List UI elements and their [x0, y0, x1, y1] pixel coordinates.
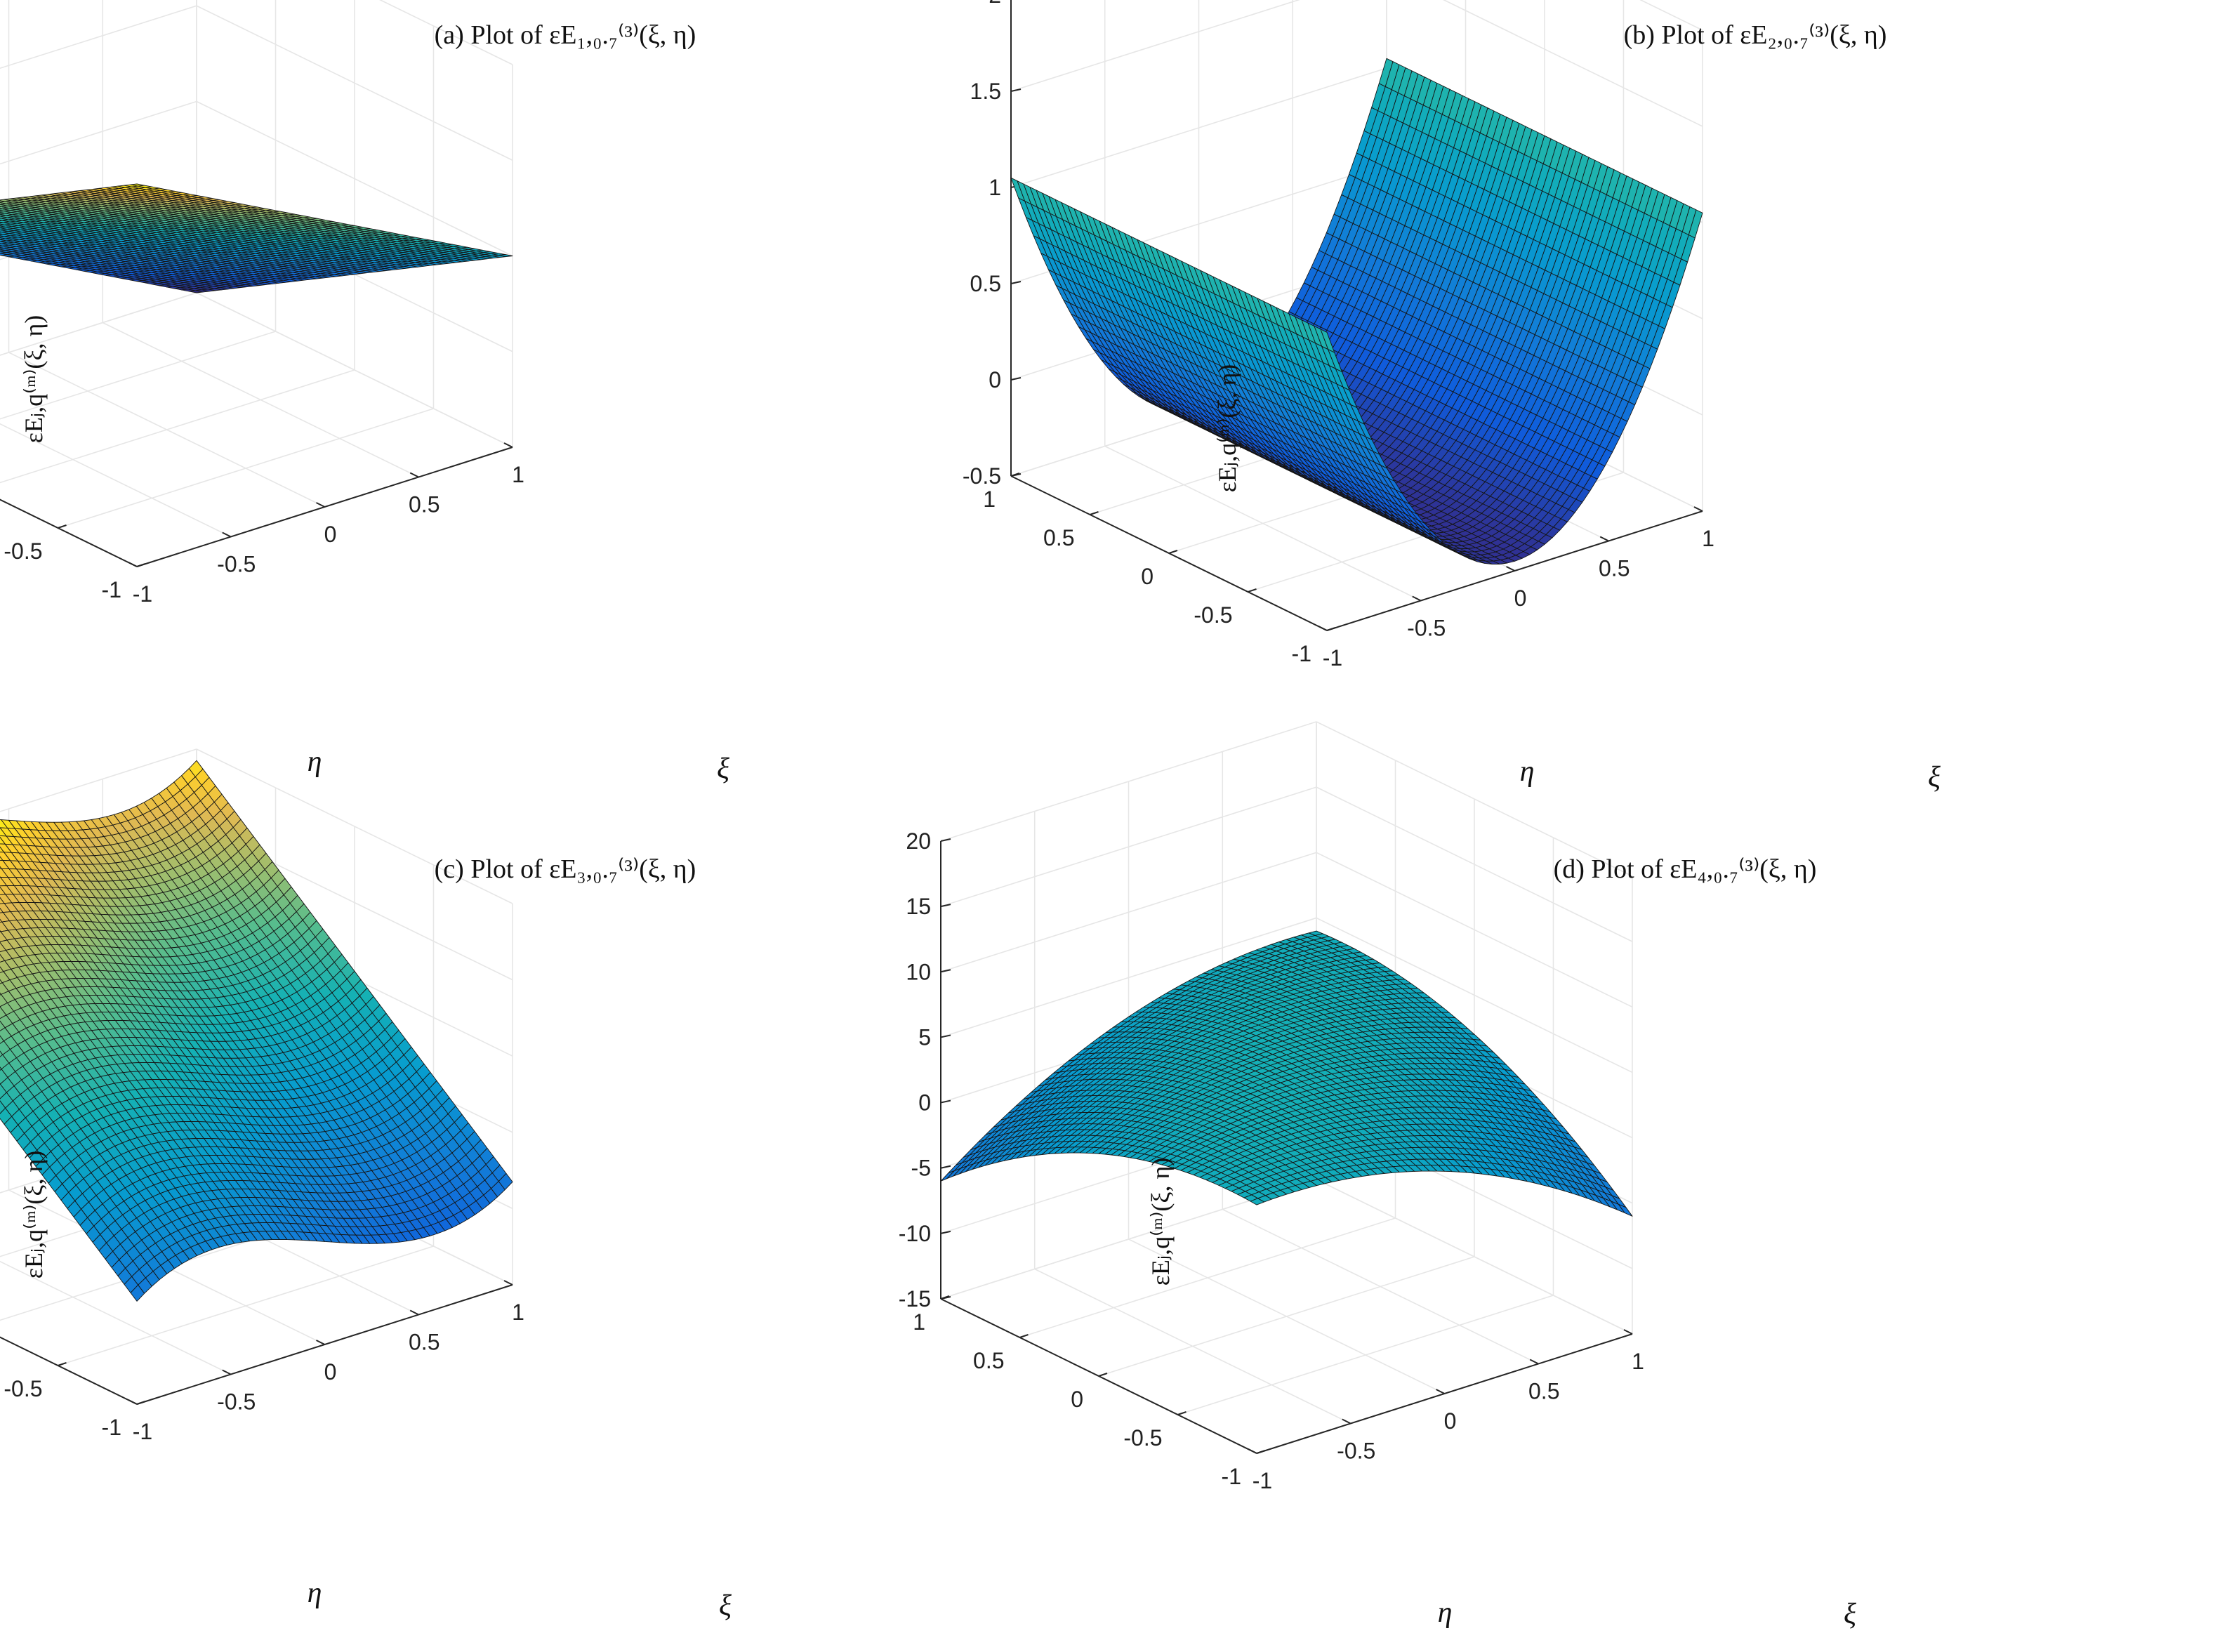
y-tick-label: -1 — [102, 577, 121, 602]
z-tick-label: 2 — [989, 0, 1001, 8]
x-axis-label: ξ — [717, 753, 729, 785]
x-tick-label: -0.5 — [217, 552, 256, 577]
y-tick-label: -0.5 — [1194, 602, 1232, 628]
x-tick-label: 0 — [1514, 586, 1527, 611]
x-tick-label: 0.5 — [409, 492, 439, 517]
y-tick-label: -1 — [1292, 641, 1311, 666]
x-tick-label: -1 — [1323, 645, 1342, 670]
y-axis-label: η — [308, 746, 322, 778]
subplot-b: -0.500.511.52-1-0.500.51-1-0.500.51(b) P… — [963, 0, 1941, 793]
grid-a — [0, 0, 513, 567]
surface-a — [0, 183, 513, 293]
z-tick-label: 1.5 — [970, 79, 1001, 104]
y-tick-label: 0 — [1141, 564, 1154, 589]
x-tick-label: 1 — [1702, 526, 1714, 551]
y-axis-line — [0, 498, 138, 567]
x-tick-label: 0.5 — [1599, 556, 1630, 581]
z-tick-label: 0.5 — [970, 271, 1001, 296]
y-tick-label: 0.5 — [1043, 525, 1074, 550]
z-axis-label: εEⱼ,q⁽ᵐ⁾(ξ, η) — [20, 315, 48, 444]
y-tick-label: -0.5 — [4, 538, 42, 564]
x-tick-label: 1 — [512, 462, 524, 487]
x-tick-label: -1 — [133, 581, 152, 607]
x-tick-label: -0.5 — [1407, 616, 1446, 641]
subplot-a: -1.5-1-0.500.5-1-0.500.51-1-0.500.51(a) … — [0, 0, 729, 785]
chart-title: (a) Plot of εE₁,₀.₇⁽³⁾(ξ, η) — [435, 20, 696, 50]
y-tick-label: 1 — [983, 487, 996, 512]
z-tick-label: -0.5 — [963, 463, 1001, 489]
axes-a — [0, 447, 513, 567]
z-tick-label: 1 — [989, 175, 1001, 200]
surface-b — [1010, 58, 1703, 565]
z-tick-label: 0 — [989, 367, 1001, 392]
x-tick-label: 0 — [324, 522, 337, 547]
